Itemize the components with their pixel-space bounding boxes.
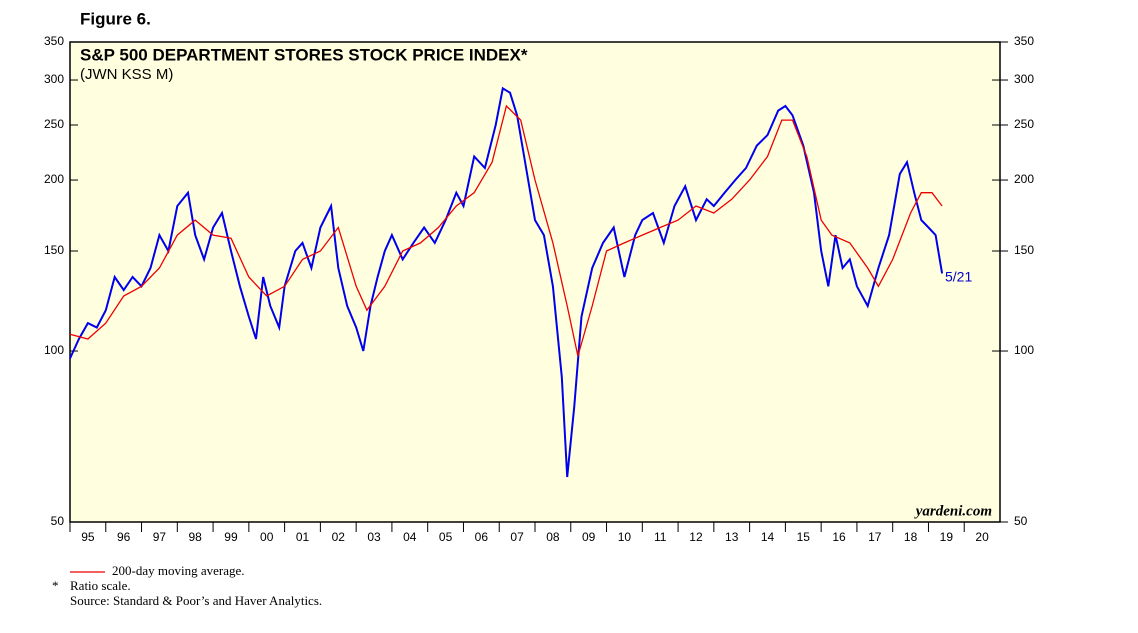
x-tick-label: 20	[975, 530, 989, 544]
x-tick-label: 01	[296, 530, 310, 544]
y-tick-label: 250	[44, 117, 64, 131]
plot-area	[69, 41, 1001, 523]
y-tick-label: 350	[44, 34, 64, 48]
source: Source: Standard & Poor’s and Haver Anal…	[70, 593, 322, 608]
x-tick-label: 14	[761, 530, 775, 544]
x-tick-label: 15	[797, 530, 811, 544]
y2-tick-label: 100	[1014, 343, 1034, 357]
x-tick-label: 98	[189, 530, 203, 544]
series-line	[69, 104, 943, 357]
x-tick-label: 96	[117, 530, 131, 544]
x-tick-label: 19	[940, 530, 954, 544]
x-tick-label: 06	[475, 530, 489, 544]
x-tick-label: 08	[546, 530, 560, 544]
x-tick-label: 04	[403, 530, 417, 544]
chart-title: S&P 500 DEPARTMENT STORES STOCK PRICE IN…	[80, 45, 528, 64]
x-tick-label: 09	[582, 530, 596, 544]
x-tick-label: 00	[260, 530, 274, 544]
x-tick-label: 07	[510, 530, 524, 544]
figure-label: Figure 6.	[80, 9, 151, 28]
y2-tick-label: 50	[1014, 514, 1028, 528]
watermark: yardeni.com	[914, 503, 992, 519]
y2-tick-label: 200	[1014, 172, 1034, 186]
footnote-star: *	[52, 578, 59, 593]
y-tick-label: 100	[44, 343, 64, 357]
x-tick-label: 99	[224, 530, 238, 544]
x-tick-label: 13	[725, 530, 739, 544]
legend-label: 200-day moving average.	[112, 563, 244, 578]
y2-tick-label: 300	[1014, 72, 1034, 86]
y2-tick-label: 350	[1014, 34, 1034, 48]
y-tick-label: 50	[51, 514, 65, 528]
y2-tick-label: 250	[1014, 117, 1034, 131]
y-tick-label: 150	[44, 243, 64, 257]
x-tick-label: 18	[904, 530, 918, 544]
x-tick-label: 03	[367, 530, 381, 544]
y2-tick-label: 150	[1014, 243, 1034, 257]
x-tick-label: 95	[81, 530, 95, 544]
series-line	[69, 86, 944, 478]
y-tick-label: 200	[44, 172, 64, 186]
x-tick-label: 12	[689, 530, 703, 544]
annotation: 5/21	[945, 269, 972, 285]
x-tick-label: 02	[332, 530, 346, 544]
x-tick-label: 16	[832, 530, 846, 544]
x-tick-label: 10	[618, 530, 632, 544]
y-tick-label: 300	[44, 72, 64, 86]
x-tick-label: 97	[153, 530, 167, 544]
x-tick-label: 11	[654, 530, 667, 544]
x-tick-label: 05	[439, 530, 453, 544]
chart-subtitle: (JWN KSS M)	[80, 66, 173, 83]
x-tick-label: 17	[868, 530, 882, 544]
footnote: Ratio scale.	[70, 578, 131, 593]
